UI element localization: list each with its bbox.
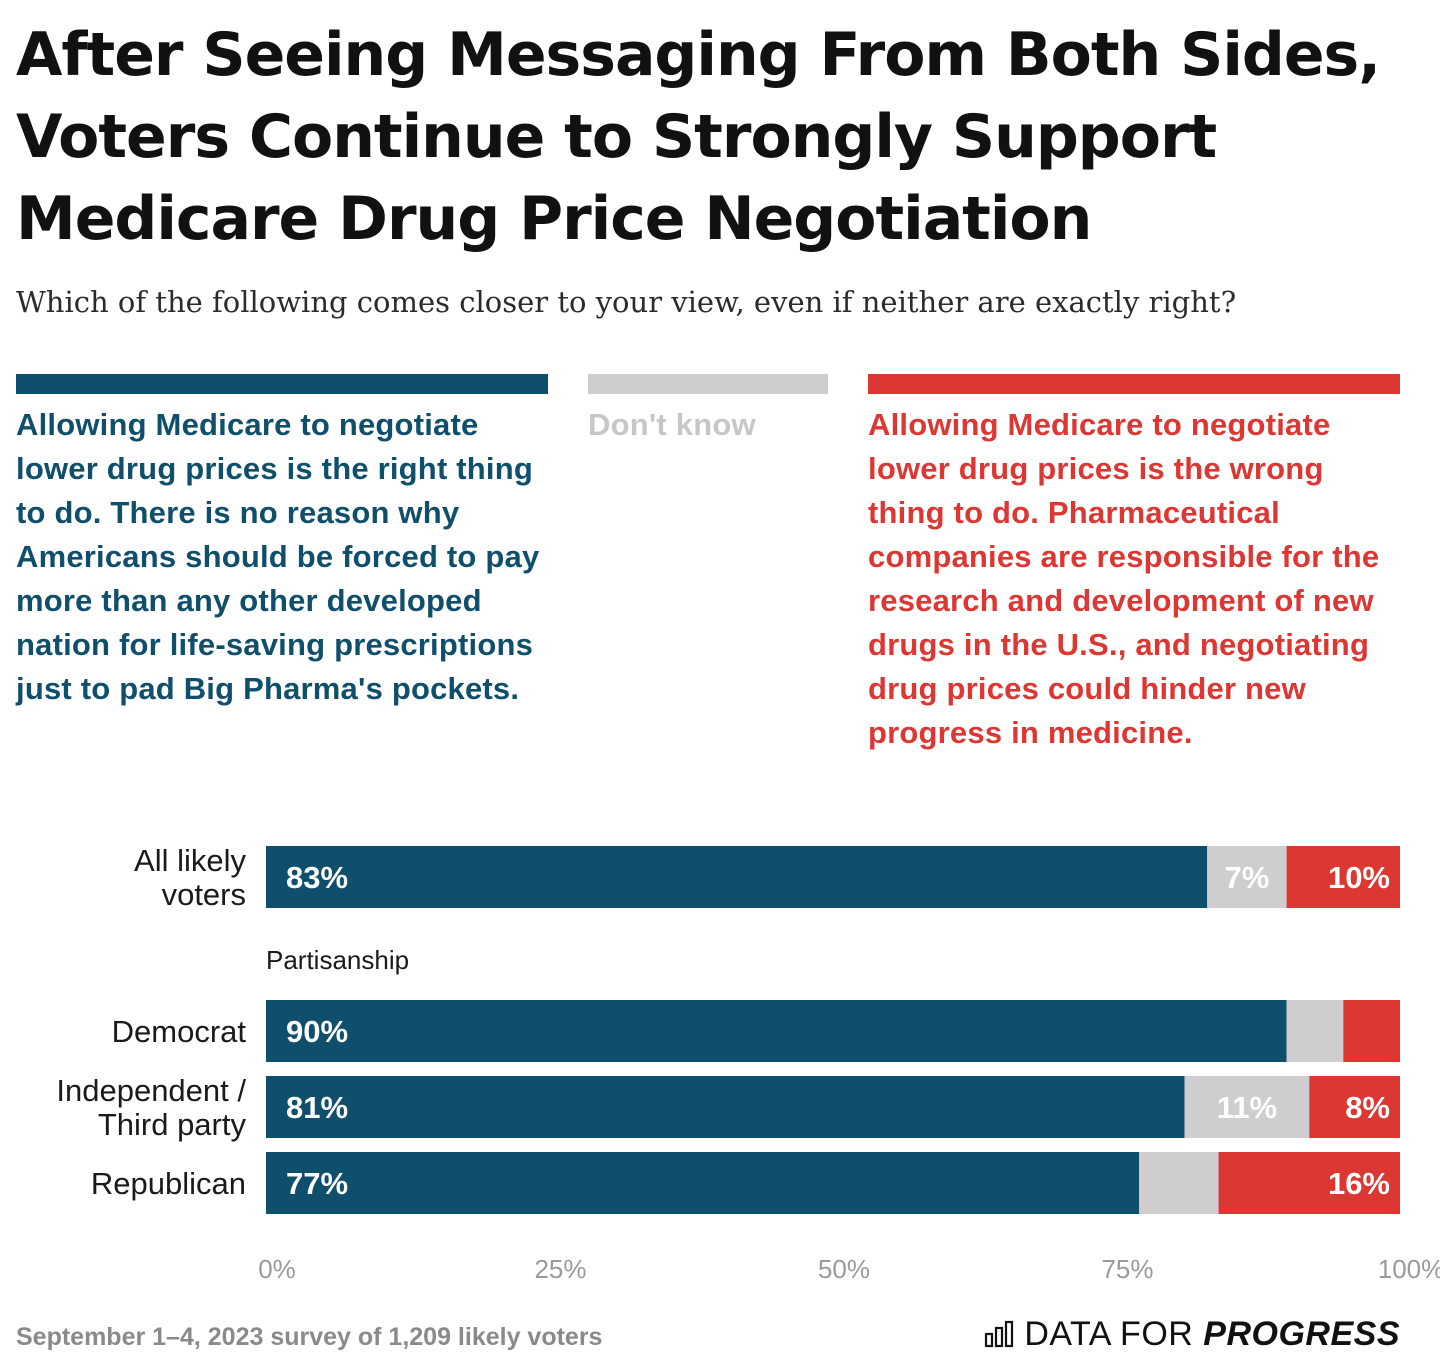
row-label: All likely — [134, 843, 246, 878]
bar-segment-oppose — [1286, 846, 1400, 908]
legend-label-support: Allowing Medicare to negotiate lower dru… — [16, 407, 540, 706]
bar-value-label: 8% — [1345, 1090, 1390, 1125]
bar-chart-logo-icon — [985, 1320, 1014, 1348]
bar-segment-oppose — [1218, 1152, 1400, 1214]
bar-segment-oppose — [1309, 1076, 1400, 1138]
chart-title: After Seeing Messaging From Both Sides, … — [16, 20, 1381, 254]
bar-segment-oppose — [1343, 1000, 1400, 1062]
bar-value-label: 77% — [286, 1166, 348, 1201]
bar-segment-dont-know — [1286, 1000, 1344, 1062]
bar-segment-dont-know — [1139, 1152, 1219, 1214]
bar-segment-dont-know — [1184, 1076, 1310, 1138]
legend-dont-know: Don't know — [588, 374, 828, 447]
row-label: voters — [162, 877, 246, 912]
source-note: September 1–4, 2023 survey of 1,209 like… — [16, 1323, 603, 1351]
bar-segment-support — [266, 1152, 1140, 1214]
bar-value-label: 90% — [286, 1014, 348, 1049]
legend-label-oppose: Allowing Medicare to negotiate lower dru… — [868, 407, 1380, 750]
bar-value-label: 83% — [286, 860, 348, 895]
brand-logo: DATA FOR PROGRESS — [984, 1312, 1400, 1356]
legend-support: Allowing Medicare to negotiate lower dru… — [16, 374, 548, 711]
row-label: Independent / — [56, 1073, 246, 1108]
chart-subtitle: Which of the following comes closer to y… — [16, 285, 1237, 319]
bar-segment-support — [266, 1000, 1287, 1062]
bar-segment-dont-know — [1207, 846, 1287, 908]
row-label: Democrat — [112, 1014, 247, 1049]
brand-name-regular: DATA FOR — [1024, 1314, 1194, 1353]
row-label: Republican — [91, 1166, 246, 1201]
group-label: Partisanship — [266, 945, 409, 975]
bar-value-label: 11% — [1217, 1090, 1277, 1125]
x-tick-label: 50% — [818, 1254, 870, 1284]
bar-value-label: 10% — [1328, 860, 1390, 895]
legend-swatch-dont-know — [588, 374, 828, 394]
row-label: Third party — [98, 1107, 247, 1142]
x-tick-label: 100% — [1378, 1254, 1440, 1284]
brand-name-bold: PROGRESS — [1203, 1314, 1400, 1353]
x-tick-label: 25% — [534, 1254, 586, 1284]
x-tick-label: 75% — [1101, 1254, 1153, 1284]
bar-segment-support — [266, 846, 1208, 908]
legend-swatch-support — [16, 374, 548, 394]
bar-value-label: 81% — [286, 1090, 348, 1125]
x-tick-label: 0% — [258, 1254, 296, 1284]
legend-swatch-oppose — [868, 374, 1400, 394]
bar-value-label: 16% — [1328, 1166, 1390, 1201]
legend-label-dont-know: Don't know — [588, 407, 756, 442]
brand-name: DATA FOR PROGRESS — [1024, 1315, 1400, 1354]
bar-segment-support — [266, 1076, 1185, 1138]
legend-oppose: Allowing Medicare to negotiate lower dru… — [868, 374, 1400, 755]
bar-value-label: 7% — [1225, 860, 1270, 895]
